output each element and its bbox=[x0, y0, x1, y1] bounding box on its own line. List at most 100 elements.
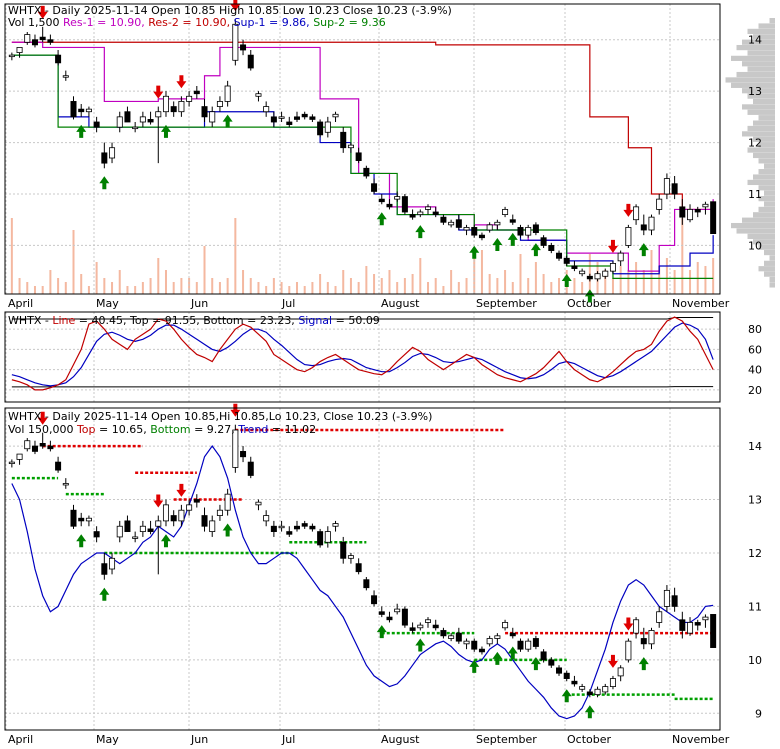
panel2-tick-label: 60 bbox=[748, 343, 762, 356]
panel3-candle bbox=[225, 494, 230, 510]
panel3-tick-label: 9 bbox=[755, 707, 762, 720]
panel1-candle bbox=[264, 107, 269, 112]
panel1-month-label: August bbox=[381, 297, 420, 310]
volume-profile-bar bbox=[753, 99, 775, 104]
buy-arrow bbox=[76, 534, 86, 547]
panel1-candle bbox=[48, 40, 53, 43]
panel3-candle bbox=[371, 596, 376, 604]
panel1-tick-label: 10 bbox=[748, 239, 762, 252]
panel1-candle bbox=[510, 220, 515, 223]
panel3-candle bbox=[63, 483, 68, 485]
panel3-candle bbox=[572, 681, 577, 684]
volume-bar bbox=[458, 282, 460, 294]
panel1-candle bbox=[318, 122, 323, 135]
panel1-month-label: April bbox=[8, 297, 33, 310]
volume-bar bbox=[234, 218, 236, 294]
panel3-candle bbox=[502, 622, 507, 627]
sell-arrow bbox=[176, 75, 186, 88]
volume-profile-bar bbox=[764, 191, 775, 196]
panel3-candle bbox=[395, 609, 400, 612]
buy-arrow bbox=[562, 689, 572, 702]
panel1-candle bbox=[549, 245, 554, 250]
sell-arrow bbox=[608, 655, 618, 668]
panel3-candle bbox=[641, 638, 646, 643]
volume-bar bbox=[466, 278, 468, 294]
panel1-candle bbox=[233, 24, 238, 60]
panel1-candle bbox=[17, 47, 22, 52]
panel1-candle bbox=[610, 263, 615, 271]
panel3-candle bbox=[279, 526, 284, 528]
panel1-candle bbox=[641, 225, 646, 230]
panel3-candle bbox=[618, 668, 623, 676]
volume-bar bbox=[496, 278, 498, 294]
buy-arrow bbox=[415, 638, 425, 651]
panel3-candle bbox=[610, 679, 615, 687]
panel1-candle bbox=[687, 209, 692, 219]
panel3-header-line2: Vol 150,000 Top = 10.65, Bottom = 9.27, … bbox=[8, 423, 316, 436]
volume-bar bbox=[450, 270, 452, 294]
panel1-candle bbox=[156, 112, 161, 117]
panel1-candle bbox=[109, 148, 114, 158]
panel3-candle bbox=[55, 462, 60, 470]
panel3-candle bbox=[556, 668, 561, 673]
panel3-header-line1-part: WHTX - Daily 2025-11-14 Open 10.85,Hi 10… bbox=[8, 410, 432, 423]
panel3-candle bbox=[672, 596, 677, 607]
panel2-header-part: WHTX - bbox=[8, 314, 52, 327]
panel1-candle bbox=[441, 217, 446, 222]
panel3-candle bbox=[348, 556, 353, 559]
panel1-month-label: Jul bbox=[281, 297, 295, 310]
panel1-candle bbox=[572, 266, 577, 269]
volume-profile-bar bbox=[759, 169, 776, 174]
panel1-tick-label: 13 bbox=[748, 85, 762, 98]
panel3-candle bbox=[441, 630, 446, 635]
volume-bar bbox=[543, 274, 545, 294]
panel1-candle bbox=[140, 117, 145, 122]
volume-bar bbox=[157, 258, 159, 294]
volume-profile-bar bbox=[737, 72, 776, 77]
buy-arrow bbox=[161, 534, 171, 547]
volume-profile-bar bbox=[748, 110, 776, 115]
volume-profile-bar bbox=[770, 282, 776, 287]
volume-profile-bar bbox=[753, 212, 775, 217]
panel1-candle bbox=[556, 253, 561, 258]
panel3-candle bbox=[472, 641, 477, 649]
panel3-candle bbox=[25, 441, 30, 449]
buy-arrow bbox=[99, 588, 109, 601]
panel3-candle bbox=[102, 564, 107, 575]
volume-bar bbox=[196, 282, 198, 294]
volume-bar bbox=[419, 258, 421, 294]
volume-bar bbox=[173, 282, 175, 294]
panel1-candle bbox=[364, 168, 369, 176]
panel1-candle bbox=[533, 225, 538, 233]
panel1-candle bbox=[210, 112, 215, 122]
panel3-tick-label: 12 bbox=[748, 547, 762, 560]
panel3-candle bbox=[287, 532, 292, 535]
panel1-candle bbox=[148, 119, 153, 122]
volume-bar bbox=[103, 278, 105, 294]
panel3-candle bbox=[433, 625, 438, 628]
panel3-candle bbox=[487, 638, 492, 643]
panel1-candle bbox=[63, 76, 68, 78]
panel3-header-line2-part: Vol 150,000 bbox=[8, 423, 77, 436]
panel1-candle bbox=[302, 114, 307, 117]
panel1-candle bbox=[217, 101, 222, 106]
panel1-tick-label: 11 bbox=[748, 188, 762, 201]
panel1-candle bbox=[626, 227, 631, 245]
panel3-candle bbox=[541, 652, 546, 660]
panel1-candle bbox=[495, 222, 500, 225]
panel3-candle bbox=[179, 510, 184, 521]
panel3-candle bbox=[657, 612, 662, 623]
res2-line bbox=[12, 42, 713, 271]
volume-profile-bar bbox=[753, 174, 775, 179]
volume-profile-bar bbox=[748, 126, 776, 131]
volume-bar bbox=[396, 282, 398, 294]
panel1-candle bbox=[25, 35, 30, 43]
volume-bar bbox=[49, 270, 51, 294]
panel3-candle bbox=[294, 526, 299, 529]
volume-bar bbox=[612, 278, 614, 294]
panel1-header-line2-part: Vol 1,500 bbox=[8, 16, 63, 29]
volume-bar bbox=[265, 286, 267, 294]
panel3-candle bbox=[587, 692, 592, 695]
